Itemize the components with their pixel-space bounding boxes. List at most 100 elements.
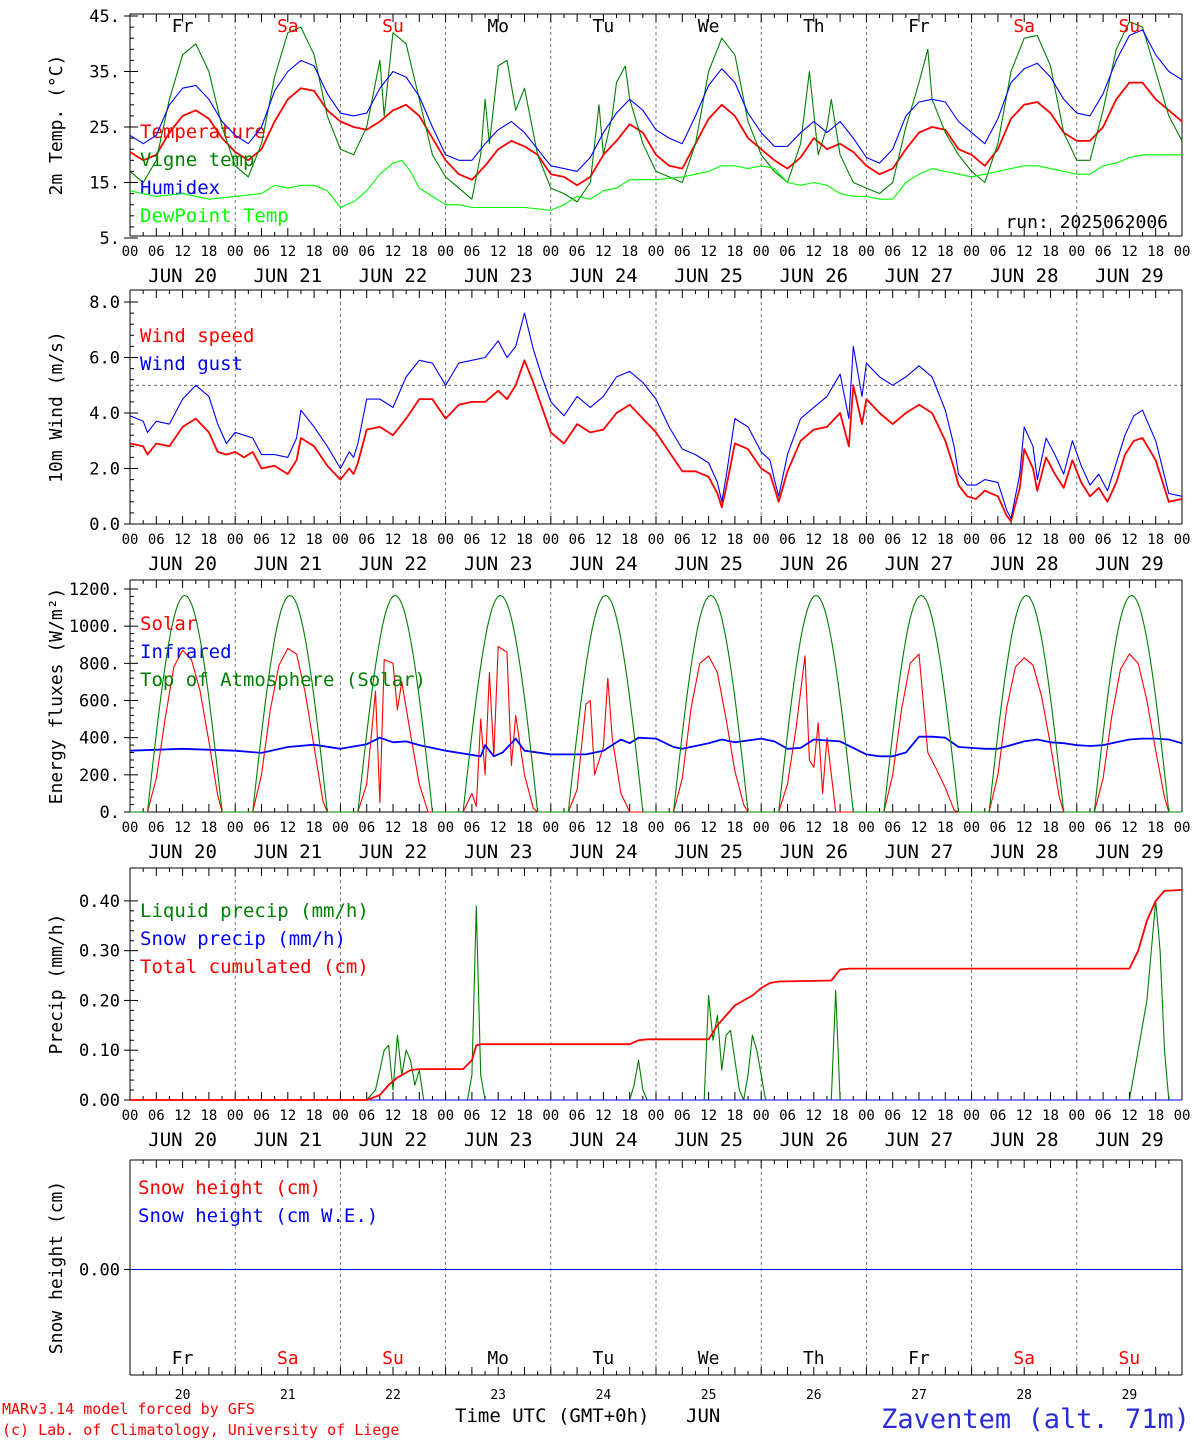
x-hour-label: 06	[148, 820, 165, 836]
x-hour-label: 18	[411, 244, 428, 260]
x-hour-label: 00	[858, 244, 875, 260]
y-tick-label: 0.10	[79, 1041, 120, 1061]
x-hour-label: 12	[700, 532, 717, 548]
x-hour-label: 12	[279, 532, 296, 548]
day-number-label: 23	[490, 1388, 506, 1403]
x-date-label: JUN 22	[359, 265, 428, 287]
legend-entry: Wind speed	[140, 325, 254, 347]
x-hour-label: 18	[726, 820, 743, 836]
x-hour-label: 00	[1068, 1108, 1085, 1124]
credit-line-1: MARv3.14 model forced by GFS	[2, 1400, 255, 1418]
x-date-label: JUN 21	[253, 841, 322, 863]
legend-entry: Infrared	[140, 641, 232, 663]
x-hour-label: 12	[1121, 532, 1138, 548]
panel-5: 0.00 Snow height (cm) Snow height (cm) Snow…	[46, 1159, 1183, 1403]
weekday-label: Tu	[593, 16, 615, 37]
x-hour-label: 00	[122, 1108, 139, 1124]
legend-entry: Snow precip (mm/h)	[140, 928, 346, 950]
y-axis-label: Precip (mm/h)	[46, 914, 67, 1055]
x-date-label: JUN 24	[569, 1129, 638, 1151]
x-hour-label: 18	[1042, 244, 1059, 260]
weekday-label: Fr	[908, 1348, 930, 1369]
day-number-label: 27	[911, 1388, 927, 1403]
x-date-label: JUN 21	[253, 1129, 322, 1151]
x-date-label: JUN 23	[464, 1129, 533, 1151]
y-tick-label: 200.	[79, 766, 120, 786]
x-hour-label: 00	[227, 244, 244, 260]
x-date-label: JUN 26	[779, 1129, 848, 1151]
x-date-label: JUN 28	[990, 841, 1059, 863]
x-hour-label: 00	[963, 244, 980, 260]
x-hour-label: 00	[542, 1108, 559, 1124]
panel-3: 0. 200. 400. 600. 800. 1000. 1200.Energy fluxe…	[46, 579, 1190, 863]
series-line-top-of-atmosphere-solar-	[130, 594, 1182, 813]
series-line-dewpoint-temp	[129, 154, 1182, 211]
x-hour-label: 12	[1016, 820, 1033, 836]
x-date-label: JUN 27	[885, 841, 954, 863]
y-tick-label: 0.30	[79, 942, 120, 962]
day-number-label: 22	[385, 1388, 401, 1403]
y-tick-label: 15.	[89, 174, 120, 194]
x-hour-label: 06	[779, 1108, 796, 1124]
x-date-label: JUN 20	[148, 841, 217, 863]
legend-entry: Snow height (cm)	[138, 1177, 321, 1199]
x-hour-label: 18	[306, 820, 323, 836]
x-hour-label: 12	[174, 820, 191, 836]
x-date-label: JUN 26	[779, 841, 848, 863]
x-date-label: JUN 23	[464, 553, 533, 575]
x-hour-label: 18	[937, 532, 954, 548]
x-hour-label: 00	[332, 1108, 349, 1124]
day-number-label: 21	[280, 1388, 296, 1403]
y-tick-label: 0.0	[89, 515, 120, 535]
x-hour-label: 12	[595, 820, 612, 836]
y-tick-label: 600.	[79, 692, 120, 712]
x-hour-label: 18	[200, 1108, 217, 1124]
x-hour-label: 12	[595, 532, 612, 548]
x-hour-label: 00	[858, 1108, 875, 1124]
x-date-label: JUN 23	[464, 841, 533, 863]
x-hour-label: 12	[490, 244, 507, 260]
x-hour-label: 00	[963, 532, 980, 548]
series-line-solar	[130, 646, 1182, 813]
x-date-label: JUN 21	[253, 265, 322, 287]
y-tick-label: 8.0	[89, 293, 120, 313]
x-hour-label: 06	[989, 244, 1006, 260]
x-hour-label: 18	[832, 1108, 849, 1124]
y-tick-label: 25.	[89, 118, 120, 138]
x-axis-month: JUN	[686, 1405, 720, 1427]
x-date-label: JUN 25	[674, 1129, 743, 1151]
x-date-label: JUN 23	[464, 265, 533, 287]
x-hour-label: 00	[753, 532, 770, 548]
x-hour-label: 12	[490, 1108, 507, 1124]
x-hour-label: 06	[1095, 244, 1112, 260]
series-line-total-cumulated-cm-	[130, 889, 1183, 1101]
x-hour-label: 06	[989, 820, 1006, 836]
y-tick-label: 800.	[79, 654, 120, 674]
x-hour-label: 00	[227, 820, 244, 836]
x-hour-label: 18	[1147, 244, 1164, 260]
x-hour-label: 06	[884, 820, 901, 836]
weekday-label: Th	[803, 1348, 825, 1369]
day-number-label: 25	[701, 1388, 717, 1403]
x-hour-label: 18	[832, 532, 849, 548]
x-hour-label: 00	[332, 532, 349, 548]
series-line-wind-speed	[129, 359, 1183, 523]
x-hour-label: 06	[884, 244, 901, 260]
x-hour-label: 06	[253, 532, 270, 548]
y-tick-label: 1200.	[69, 580, 120, 600]
x-hour-label: 00	[963, 1108, 980, 1124]
x-hour-label: 00	[122, 532, 139, 548]
x-hour-label: 12	[911, 532, 928, 548]
x-hour-label: 18	[937, 1108, 954, 1124]
x-hour-label: 12	[1016, 1108, 1033, 1124]
y-axis-label: Snow height (cm)	[46, 1181, 67, 1354]
legend-entry: Temperature	[140, 121, 266, 143]
x-date-label: JUN 25	[674, 841, 743, 863]
x-hour-label: 18	[621, 244, 638, 260]
panel-1: 5. 15. 25. 35. 45. 2m Temp. (°C) Temperature Vi…	[46, 7, 1190, 287]
x-hour-label: 06	[989, 1108, 1006, 1124]
weekday-label: Su	[382, 1348, 404, 1369]
x-hour-label: 12	[1121, 244, 1138, 260]
x-date-label: JUN 27	[885, 265, 954, 287]
